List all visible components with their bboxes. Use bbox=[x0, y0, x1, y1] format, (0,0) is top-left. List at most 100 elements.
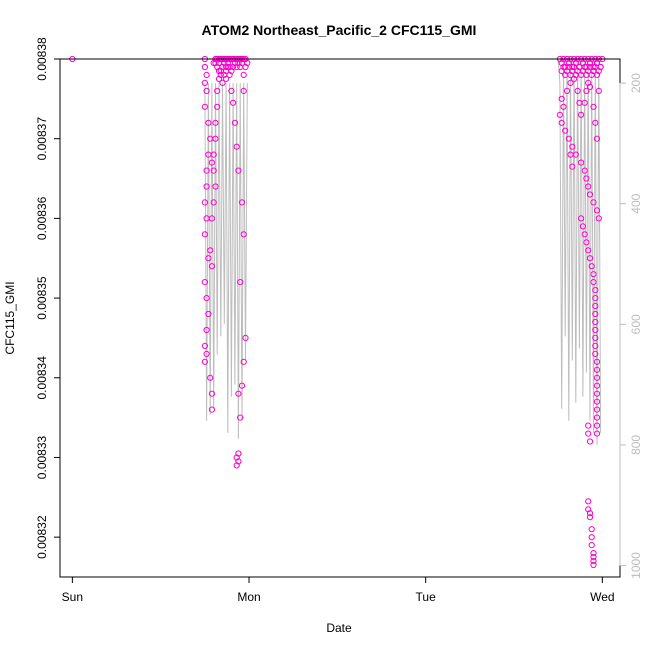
data-point bbox=[558, 95, 565, 102]
data-point bbox=[556, 111, 564, 118]
data-point bbox=[592, 318, 599, 326]
data-point bbox=[586, 59, 594, 67]
data-point bbox=[201, 199, 208, 206]
data-point bbox=[201, 79, 208, 87]
x-tick-label: Sun bbox=[62, 590, 83, 604]
data-point bbox=[593, 414, 601, 421]
data-point bbox=[214, 87, 221, 95]
data-point bbox=[593, 398, 601, 405]
data-point bbox=[578, 215, 585, 222]
data-point bbox=[592, 342, 599, 349]
data-point bbox=[224, 63, 231, 71]
x-tick-label: Mon bbox=[237, 590, 260, 604]
y-tick-label: 0.00833 bbox=[35, 435, 49, 479]
data-point bbox=[233, 63, 240, 71]
data-point bbox=[578, 111, 585, 118]
right-y-tick-label: 600 bbox=[629, 314, 643, 334]
data-point bbox=[223, 75, 230, 83]
data-point bbox=[593, 390, 601, 397]
data-point bbox=[569, 143, 576, 150]
data-point bbox=[571, 75, 578, 83]
data-point bbox=[585, 422, 592, 429]
data-point bbox=[586, 514, 594, 521]
data-point bbox=[223, 67, 230, 75]
data-point bbox=[208, 159, 215, 166]
data-point bbox=[583, 239, 590, 246]
data-point bbox=[593, 406, 601, 413]
chart-title: ATOM2 Northeast_Pacific_2 CFC115_GMI bbox=[202, 22, 477, 38]
data-point bbox=[203, 326, 210, 334]
data-point bbox=[586, 191, 594, 198]
data-point bbox=[590, 554, 597, 561]
data-point bbox=[203, 295, 210, 302]
data-point bbox=[590, 558, 597, 565]
right-y-tick-label: 400 bbox=[629, 193, 643, 213]
y-tick-label: 0.00836 bbox=[35, 196, 49, 240]
data-point bbox=[585, 506, 592, 513]
data-point bbox=[242, 334, 249, 341]
data-point bbox=[593, 358, 601, 365]
data-point bbox=[240, 71, 247, 79]
data-point bbox=[237, 414, 244, 421]
data-point bbox=[588, 542, 595, 549]
data-point bbox=[590, 271, 597, 278]
data-point bbox=[583, 175, 590, 182]
profile-line-2 bbox=[557, 58, 602, 445]
data-point bbox=[207, 247, 214, 254]
data-point bbox=[212, 59, 219, 67]
data-point bbox=[593, 374, 601, 381]
data-point bbox=[581, 167, 588, 174]
data-point bbox=[560, 103, 567, 110]
data-point bbox=[231, 119, 238, 126]
data-point bbox=[588, 526, 595, 533]
data-point bbox=[592, 302, 599, 310]
data-point bbox=[201, 63, 208, 71]
data-point bbox=[214, 103, 221, 110]
data-point bbox=[592, 334, 599, 341]
data-point bbox=[585, 183, 592, 190]
data-point bbox=[593, 366, 601, 373]
plot-frame bbox=[59, 58, 621, 578]
data-point bbox=[203, 167, 210, 174]
data-point bbox=[201, 103, 208, 110]
data-point bbox=[590, 550, 597, 557]
data-point bbox=[210, 151, 217, 158]
data-point bbox=[597, 63, 604, 71]
data-point bbox=[590, 279, 597, 286]
data-point bbox=[567, 79, 574, 87]
data-point bbox=[203, 215, 210, 222]
data-point bbox=[581, 231, 588, 238]
data-point bbox=[235, 167, 242, 174]
data-point bbox=[595, 87, 602, 95]
y-tick-label: 0.00837 bbox=[35, 117, 49, 161]
data-point bbox=[210, 167, 217, 174]
data-point bbox=[208, 390, 215, 397]
data-point bbox=[230, 99, 237, 106]
data-point bbox=[201, 231, 208, 238]
data-point bbox=[563, 87, 571, 95]
data-point bbox=[588, 534, 595, 541]
data-point bbox=[205, 255, 212, 262]
data-point bbox=[201, 279, 208, 286]
data-point bbox=[590, 561, 597, 569]
data-point bbox=[593, 135, 601, 142]
data-point bbox=[219, 79, 226, 87]
data-point bbox=[203, 87, 210, 95]
data-point bbox=[592, 326, 599, 334]
data-point bbox=[586, 83, 594, 91]
y-tick-label: 0.00838 bbox=[35, 37, 49, 81]
data-point bbox=[203, 71, 210, 79]
data-point bbox=[581, 99, 588, 106]
x-tick-label: Wed bbox=[590, 590, 614, 604]
data-point bbox=[590, 63, 597, 71]
data-point bbox=[569, 63, 576, 71]
data-point bbox=[235, 458, 242, 465]
data-point bbox=[208, 215, 215, 222]
y-axis-label: CFC115_GMI bbox=[3, 281, 17, 354]
profile-line-1 bbox=[204, 83, 248, 439]
data-point bbox=[586, 255, 594, 262]
y-tick-label: 0.00834 bbox=[35, 356, 49, 400]
y-tick-label: 0.00832 bbox=[35, 515, 49, 559]
x-axis: Sun Mon Tue Wed bbox=[62, 576, 615, 604]
data-point bbox=[593, 422, 601, 429]
